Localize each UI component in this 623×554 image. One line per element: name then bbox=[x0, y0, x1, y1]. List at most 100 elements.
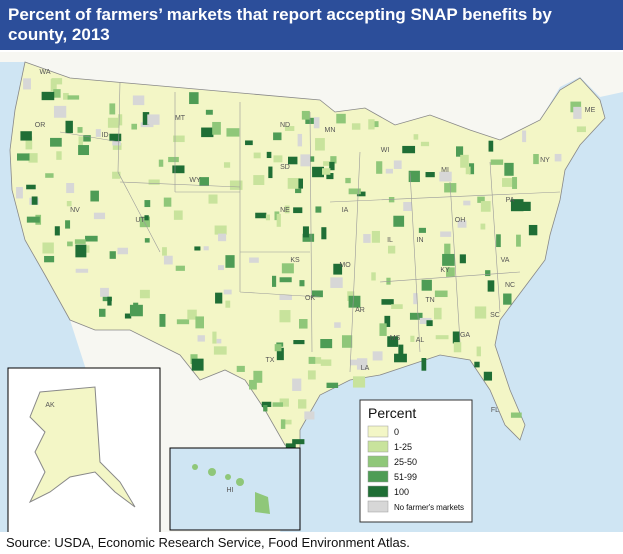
county-patch bbox=[144, 238, 150, 243]
county-patch bbox=[439, 171, 452, 182]
county-patch bbox=[191, 358, 204, 371]
state-label: NY bbox=[540, 157, 550, 164]
county-patch bbox=[226, 128, 240, 137]
county-patch bbox=[453, 342, 462, 353]
county-patch bbox=[387, 336, 399, 347]
county-patch bbox=[245, 140, 253, 146]
county-patch bbox=[504, 162, 514, 176]
county-patch bbox=[163, 197, 172, 207]
county-patch bbox=[215, 292, 223, 304]
county-patch bbox=[554, 153, 562, 162]
county-patch bbox=[476, 346, 481, 357]
county-patch bbox=[112, 143, 122, 150]
state-label: VA bbox=[501, 257, 510, 264]
county-patch bbox=[129, 304, 143, 317]
county-patch bbox=[444, 243, 451, 255]
county-patch bbox=[374, 121, 379, 128]
county-patch bbox=[90, 190, 99, 202]
county-patch bbox=[321, 168, 331, 175]
county-patch bbox=[255, 212, 267, 219]
county-patch bbox=[384, 315, 391, 327]
county-patch bbox=[162, 247, 167, 256]
county-patch bbox=[425, 172, 435, 178]
state-label: ID bbox=[102, 132, 109, 139]
state-label: MS bbox=[390, 335, 401, 342]
state-label: IA bbox=[342, 207, 349, 214]
county-patch bbox=[329, 161, 335, 171]
county-patch bbox=[28, 153, 38, 163]
county-patch bbox=[326, 382, 339, 388]
county-patch bbox=[45, 173, 54, 178]
county-patch bbox=[20, 131, 32, 141]
county-patch bbox=[148, 179, 160, 185]
county-patch bbox=[272, 275, 277, 287]
county-patch bbox=[139, 289, 150, 299]
county-patch bbox=[326, 173, 334, 180]
county-patch bbox=[320, 339, 333, 349]
county-patch bbox=[50, 137, 62, 147]
county-patch bbox=[516, 234, 521, 247]
county-patch bbox=[229, 180, 243, 190]
county-patch bbox=[502, 178, 513, 187]
county-patch bbox=[253, 152, 261, 159]
legend-label: 0 bbox=[394, 427, 399, 437]
county-patch bbox=[276, 347, 284, 361]
county-patch bbox=[65, 120, 73, 134]
county-patch bbox=[300, 154, 311, 167]
state-label: AK bbox=[45, 402, 55, 409]
county-patch bbox=[109, 251, 116, 259]
county-patch bbox=[54, 226, 60, 236]
county-patch bbox=[426, 320, 433, 327]
county-patch bbox=[249, 257, 259, 263]
county-patch bbox=[299, 280, 305, 287]
county-patch bbox=[175, 265, 185, 271]
county-patch bbox=[26, 184, 36, 190]
county-patch bbox=[348, 295, 361, 308]
county-patch bbox=[279, 277, 292, 283]
county-patch bbox=[379, 323, 387, 336]
county-patch bbox=[53, 105, 67, 118]
county-patch bbox=[351, 123, 361, 130]
legend-label: 1-25 bbox=[394, 442, 412, 452]
alaska bbox=[28, 386, 136, 508]
county-patch bbox=[212, 331, 217, 344]
county-patch bbox=[485, 270, 491, 277]
county-patch bbox=[298, 399, 307, 409]
county-patch bbox=[456, 146, 464, 157]
county-patch bbox=[107, 296, 112, 306]
county-patch bbox=[279, 310, 291, 323]
county-patch bbox=[419, 317, 432, 324]
county-patch bbox=[172, 165, 185, 174]
county-patch bbox=[236, 365, 245, 372]
state-label: OH bbox=[455, 217, 466, 224]
state-label: MT bbox=[175, 115, 186, 122]
county-patch bbox=[253, 175, 265, 186]
state-label: IN bbox=[417, 237, 424, 244]
county-patch bbox=[281, 419, 292, 425]
county-patch bbox=[487, 280, 495, 292]
county-patch bbox=[292, 439, 305, 445]
county-patch bbox=[313, 357, 322, 364]
county-patch bbox=[214, 225, 227, 235]
county-patch bbox=[147, 114, 160, 125]
county-patch bbox=[435, 335, 449, 340]
county-patch bbox=[95, 129, 101, 137]
county-patch bbox=[293, 340, 305, 345]
county-patch bbox=[173, 210, 183, 220]
county-patch bbox=[503, 293, 512, 305]
county-patch bbox=[480, 223, 486, 230]
state-borders bbox=[59, 81, 561, 373]
state-label: PA bbox=[506, 197, 515, 204]
county-patch bbox=[287, 177, 301, 189]
county-patch bbox=[223, 162, 231, 168]
county-patch bbox=[139, 216, 150, 228]
county-patch bbox=[168, 156, 179, 163]
county-patch bbox=[66, 201, 72, 207]
legend-swatch bbox=[367, 470, 389, 483]
county-patch bbox=[53, 89, 61, 98]
county-patch bbox=[334, 322, 341, 328]
county-patch bbox=[345, 177, 351, 184]
county-patch bbox=[394, 353, 407, 363]
county-patch bbox=[421, 279, 432, 291]
